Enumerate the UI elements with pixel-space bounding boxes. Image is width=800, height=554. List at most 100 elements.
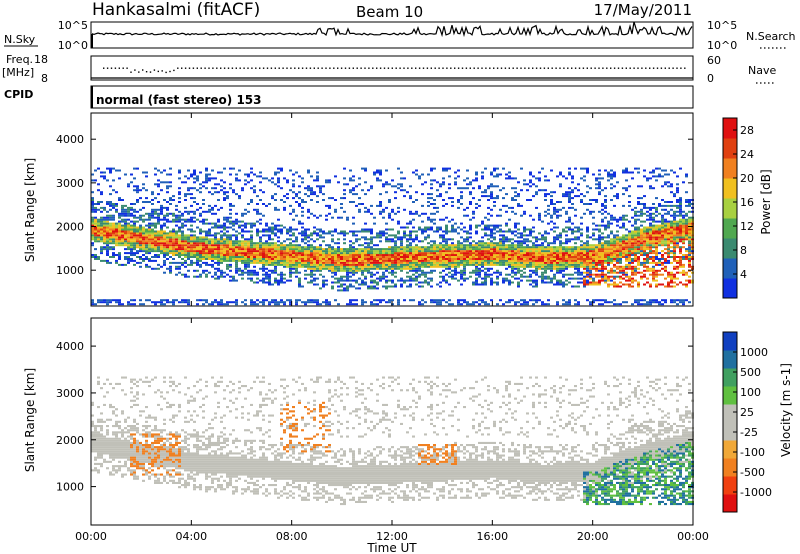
power-cell	[184, 224, 187, 227]
power-cell	[511, 232, 514, 235]
power-cell	[556, 201, 559, 203]
power-cell	[118, 303, 121, 306]
power-cell	[586, 275, 589, 278]
power-cell	[523, 301, 526, 304]
power-cell	[283, 265, 286, 268]
power-cell	[529, 248, 532, 251]
power-cell	[154, 250, 157, 253]
power-cell	[352, 252, 355, 255]
power-cell	[241, 273, 244, 276]
power-cell	[373, 236, 376, 239]
power-cell	[604, 216, 607, 219]
power-cell	[214, 177, 217, 180]
power-cell	[577, 281, 580, 284]
power-cell	[373, 250, 376, 253]
power-cell	[496, 175, 499, 178]
power-cell	[511, 259, 514, 262]
power-cell	[586, 279, 589, 282]
power-cell	[154, 197, 157, 200]
freq-panel-frame	[90, 55, 694, 81]
power-cell	[499, 259, 502, 262]
power-cell	[586, 230, 589, 233]
power-cell	[442, 279, 445, 282]
power-cell	[145, 228, 148, 231]
power-cell	[307, 216, 310, 219]
power-cell	[178, 191, 181, 194]
power-cell	[550, 203, 553, 205]
power-cell	[349, 263, 352, 266]
power-cell	[442, 299, 445, 302]
power-cell	[442, 261, 445, 264]
power-cell	[277, 181, 280, 184]
power-cell	[385, 206, 388, 209]
power-cell	[610, 240, 613, 243]
power-cell	[439, 244, 442, 247]
power-cell	[187, 246, 190, 249]
power-cell	[487, 228, 490, 231]
power-cell	[277, 281, 280, 284]
power-cell	[424, 261, 427, 264]
power-cell	[445, 246, 448, 249]
power-cell	[112, 230, 115, 233]
power-cell	[145, 175, 148, 178]
power-cell	[481, 258, 484, 260]
power-cell	[280, 279, 283, 282]
power-cell	[433, 246, 436, 249]
power-cell	[505, 238, 508, 241]
power-cell	[382, 208, 385, 211]
power-cell	[235, 238, 238, 241]
power-cell	[565, 252, 568, 255]
power-cell	[415, 169, 418, 172]
power-cell	[412, 259, 415, 262]
power-cell	[376, 256, 379, 258]
power-cell	[271, 299, 274, 302]
power-cell	[529, 273, 532, 276]
power-cell	[118, 256, 121, 258]
power-cell	[328, 197, 331, 200]
power-cell	[568, 248, 571, 251]
power-cell	[148, 218, 151, 221]
power-cell	[466, 261, 469, 264]
power-cell	[181, 234, 184, 237]
power-cell	[601, 246, 604, 249]
power-cell	[448, 167, 451, 170]
power-cell	[565, 301, 568, 304]
power-cell	[283, 177, 286, 180]
power-cell	[127, 228, 130, 231]
power-cell	[439, 281, 442, 284]
power-cell	[601, 259, 604, 262]
power-cell	[139, 256, 142, 258]
power-cell	[253, 246, 256, 249]
power-cell	[553, 259, 556, 262]
power-cell	[481, 259, 484, 262]
power-cell	[562, 206, 565, 209]
power-cell	[508, 263, 511, 266]
power-cell	[508, 261, 511, 264]
power-cell	[304, 232, 307, 235]
power-cell	[280, 199, 283, 201]
power-cell	[190, 220, 193, 223]
power-cell	[202, 220, 205, 223]
power-cell	[472, 250, 475, 253]
power-cell	[343, 234, 346, 237]
power-cell	[355, 271, 358, 274]
power-cell	[307, 267, 310, 270]
power-cell	[223, 181, 226, 184]
power-cell	[388, 259, 391, 262]
power-cell	[484, 246, 487, 249]
power-cell	[226, 246, 229, 249]
power-cell	[466, 214, 469, 217]
power-cell	[190, 197, 193, 200]
power-cell	[91, 191, 94, 194]
power-cell	[184, 193, 187, 196]
power-cell	[598, 173, 601, 176]
power-cell	[187, 240, 190, 243]
power-cell	[184, 181, 187, 184]
power-cell	[349, 283, 352, 286]
power-cell	[322, 232, 325, 235]
power-cell	[349, 275, 352, 278]
power-cell	[604, 169, 607, 172]
power-cell	[445, 252, 448, 255]
power-cell	[148, 242, 151, 245]
power-cell	[229, 256, 232, 258]
